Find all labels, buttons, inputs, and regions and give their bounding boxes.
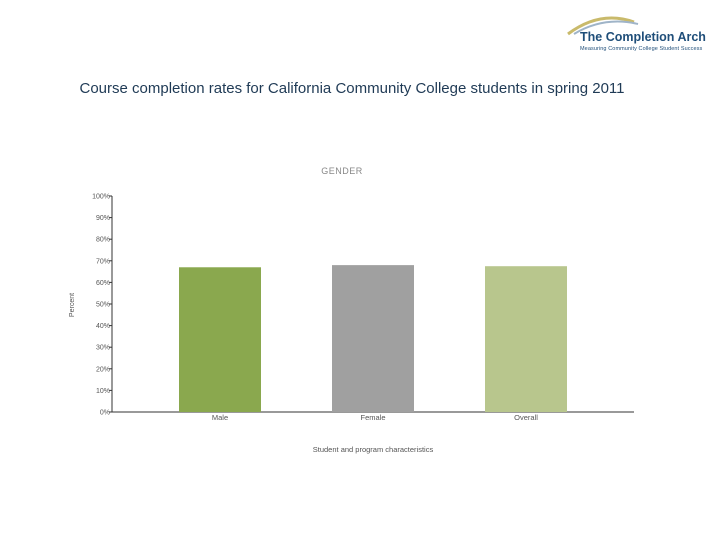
y-axis-label: Percent: [69, 293, 76, 317]
arch-logo-icon: [567, 16, 639, 36]
y-tick-label: 0%: [100, 410, 110, 417]
x-tick-label: Overall: [514, 413, 538, 422]
y-tick-label: 90%: [96, 215, 110, 222]
y-tick-label: 70%: [96, 258, 110, 265]
x-tick-label: Male: [212, 413, 228, 422]
y-tick-label: 40%: [96, 323, 110, 330]
y-tick-label: 30%: [96, 345, 110, 352]
x-tick-label: Female: [360, 413, 385, 422]
y-tick-label: 50%: [96, 302, 110, 309]
chart-title: GENDER: [321, 166, 363, 176]
x-axis-label: Student and program characteristics: [313, 445, 434, 454]
logo-subtitle: Measuring Community College Student Succ…: [580, 46, 703, 52]
bar-female: [332, 265, 414, 412]
logo-title: The Completion Arch: [580, 30, 706, 44]
y-tick-label: 10%: [96, 388, 110, 395]
y-tick-label: 100%: [92, 194, 110, 201]
bar-overall: [485, 266, 567, 412]
y-tick-label: 60%: [96, 280, 110, 287]
y-tick-label: 80%: [96, 237, 110, 244]
slide-title: Course completion rates for California C…: [79, 80, 625, 97]
y-tick-label: 20%: [96, 366, 110, 373]
completion-arch-logo: The Completion Arch Measuring Community …: [560, 12, 710, 56]
bar-male: [179, 267, 261, 412]
